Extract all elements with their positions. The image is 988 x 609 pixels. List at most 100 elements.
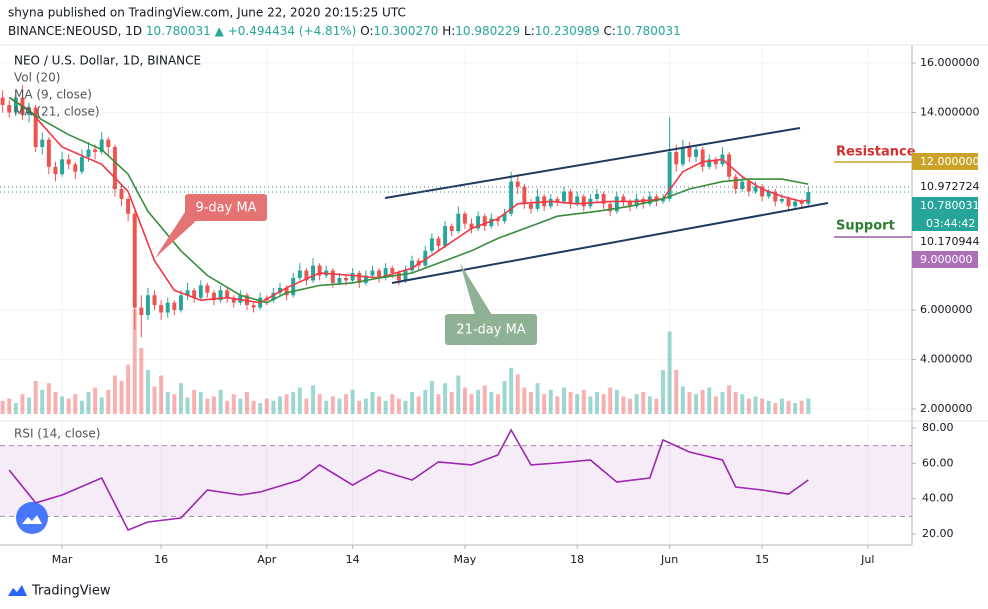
rsi-tick-label: 40.00: [922, 492, 954, 505]
volume-bar: [694, 394, 699, 414]
volume-bar: [93, 387, 98, 414]
volume-bar: [760, 398, 765, 414]
volume-bar: [548, 389, 553, 414]
candle-body: [634, 198, 639, 207]
volume-bar: [476, 389, 481, 414]
volume-bar: [86, 392, 91, 414]
volume-bar: [337, 398, 342, 414]
volume-bar: [211, 396, 216, 414]
volume-bar: [0, 400, 5, 414]
volume-bar: [7, 398, 12, 414]
y-tick-label: 2.000000: [920, 402, 973, 415]
candle-body: [753, 186, 758, 192]
y-tick-label: 16.000000: [920, 56, 980, 69]
candle-body: [469, 223, 474, 229]
candle-body: [502, 213, 507, 222]
candle-body: [628, 201, 632, 207]
candle-body: [357, 273, 362, 283]
volume-bar: [139, 348, 144, 414]
candle-body: [119, 189, 124, 199]
volume-bar: [575, 394, 580, 414]
volume-bar: [509, 367, 514, 414]
volume-bar: [245, 392, 249, 414]
volume-bar: [766, 400, 771, 414]
rsi-tick-label: 80.00: [922, 421, 954, 434]
candle-body: [462, 213, 467, 224]
candle-body: [700, 149, 705, 167]
volume-bar: [284, 394, 289, 414]
volume-bar: [60, 396, 65, 414]
candle-body: [661, 198, 666, 202]
candle-body: [601, 193, 606, 204]
rsi-tick-label: 60.00: [922, 456, 954, 469]
candle-body: [608, 203, 613, 212]
candle-body: [311, 265, 316, 281]
volume-bar: [528, 392, 533, 414]
candle-body: [363, 275, 368, 283]
candle-body: [674, 151, 679, 165]
callout-pointer: [460, 263, 492, 315]
logo-button[interactable]: [16, 502, 48, 534]
volume-bar: [344, 394, 349, 414]
candle-body: [317, 265, 322, 276]
published-line: shyna published on TradingView.com, June…: [8, 6, 406, 20]
x-tick-label: 16: [154, 553, 168, 566]
trend-line-upper: [384, 127, 801, 199]
price-label: 9.000000: [920, 253, 973, 266]
candle-body: [198, 285, 203, 298]
volume-bar: [740, 394, 745, 414]
volume-bar: [27, 397, 32, 414]
volume-bar: [495, 394, 500, 414]
volume-bar: [443, 383, 448, 414]
volume-bar: [238, 398, 243, 414]
volume-bar: [106, 389, 111, 414]
volume-bar: [198, 392, 203, 414]
candle-body: [165, 302, 170, 313]
candle-body: [337, 277, 342, 283]
candle-body: [251, 305, 256, 308]
volume-bar: [601, 394, 606, 414]
candle-body: [112, 147, 117, 190]
candle-body: [456, 213, 461, 232]
candle-body: [403, 270, 408, 281]
volume-bar: [119, 381, 124, 414]
low: 10.230989: [535, 24, 600, 38]
c-label: C:: [604, 24, 616, 38]
rsi-band: [0, 445, 912, 517]
candle-body: [760, 186, 765, 197]
volume-bar: [383, 400, 388, 414]
volume-bar: [311, 385, 316, 414]
volume-layer: [0, 309, 811, 414]
volume-bar: [667, 331, 672, 414]
volume-bar: [661, 370, 666, 414]
volume-bar: [396, 398, 401, 414]
volume-bar: [753, 396, 758, 414]
volume-bar: [46, 383, 51, 414]
volume-bar: [687, 392, 692, 414]
callout-box: [445, 314, 537, 345]
volume-bar: [581, 389, 586, 414]
x-tick-label: Apr: [257, 553, 277, 566]
candle-body: [73, 164, 78, 172]
volume-bar: [390, 394, 395, 414]
volume-bar: [145, 370, 150, 414]
volume-bar: [152, 386, 157, 414]
volume-bar: [251, 400, 256, 414]
x-tick-label: 14: [346, 553, 360, 566]
volume-bar: [350, 389, 355, 414]
line-layer: [8, 96, 809, 532]
candle-body: [205, 285, 210, 293]
candle-body: [694, 149, 699, 157]
candle-body: [713, 159, 718, 165]
volume-bar: [535, 383, 540, 414]
candle-body: [192, 290, 197, 298]
volume-bar: [654, 398, 659, 414]
candle-body: [561, 191, 566, 202]
candle-body: [53, 166, 58, 175]
candle-body: [555, 198, 560, 202]
close: 10.780031: [616, 24, 681, 38]
candle-body: [344, 277, 349, 281]
moving-average: [8, 96, 809, 304]
volume-bar: [132, 309, 137, 414]
countdown: 03:44:42: [926, 217, 975, 230]
